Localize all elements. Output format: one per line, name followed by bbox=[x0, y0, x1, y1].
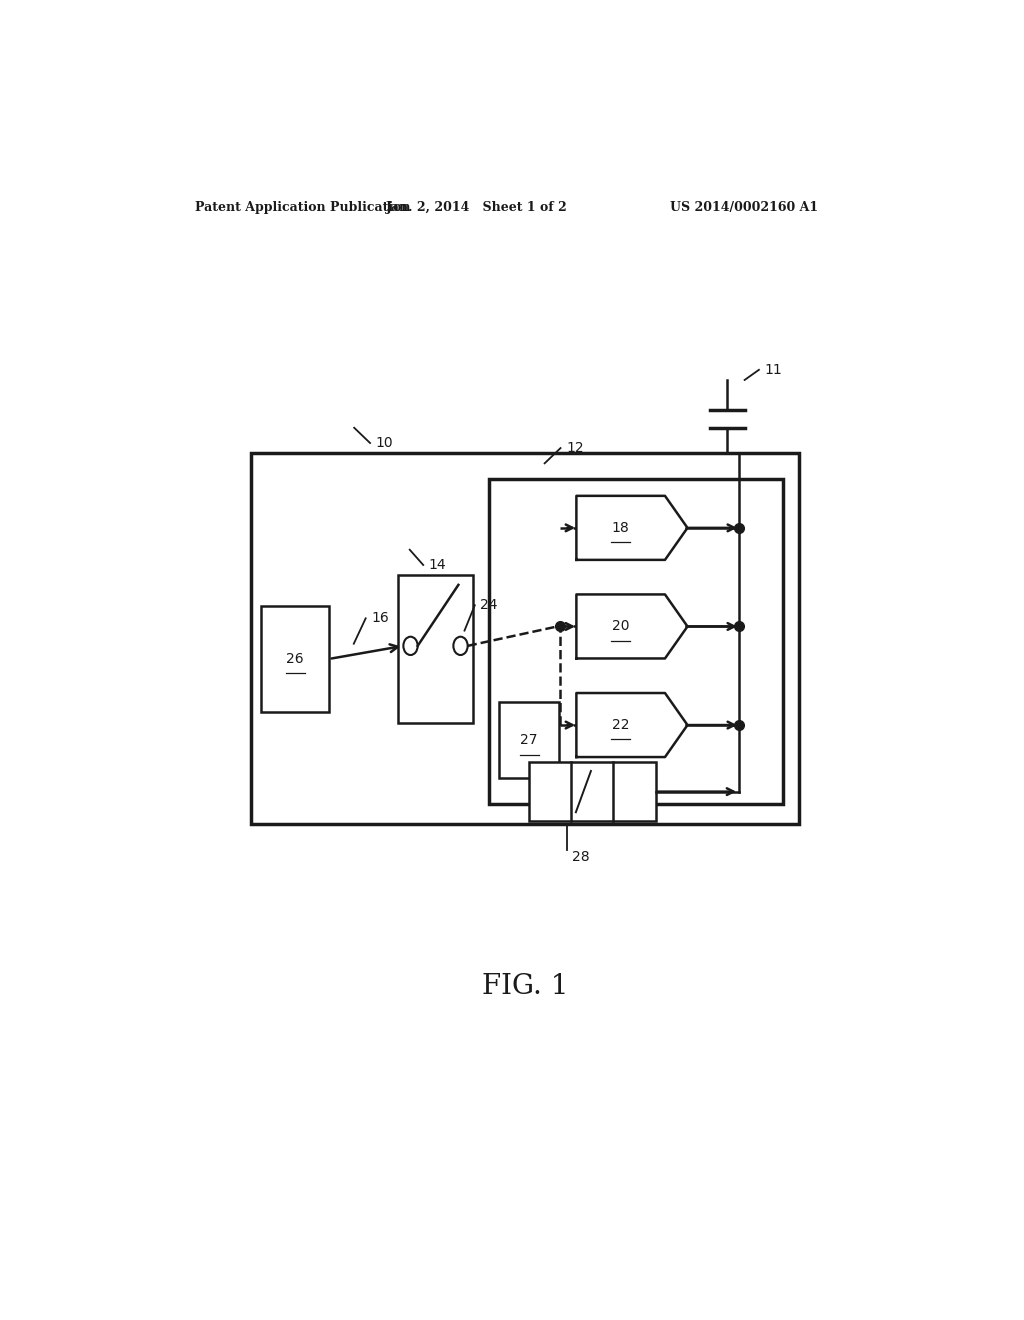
Bar bbox=[489, 479, 782, 804]
Text: 10: 10 bbox=[376, 436, 393, 450]
Text: 22: 22 bbox=[612, 718, 630, 733]
Text: 18: 18 bbox=[611, 521, 630, 535]
Text: 14: 14 bbox=[429, 558, 446, 572]
Text: 24: 24 bbox=[480, 598, 498, 612]
Text: 12: 12 bbox=[566, 441, 584, 455]
Text: 20: 20 bbox=[612, 619, 630, 634]
Text: FIG. 1: FIG. 1 bbox=[481, 973, 568, 1001]
Text: 28: 28 bbox=[572, 850, 590, 863]
Text: 16: 16 bbox=[372, 611, 389, 626]
Bar bbox=[500, 702, 559, 779]
Bar bbox=[261, 606, 329, 713]
Text: US 2014/0002160 A1: US 2014/0002160 A1 bbox=[671, 201, 818, 214]
Bar bbox=[528, 762, 655, 821]
Text: 26: 26 bbox=[287, 652, 304, 667]
Bar bbox=[251, 453, 799, 824]
Text: 27: 27 bbox=[520, 734, 538, 747]
Text: 11: 11 bbox=[765, 363, 782, 376]
Bar bbox=[397, 576, 473, 722]
Text: Patent Application Publication: Patent Application Publication bbox=[196, 201, 411, 214]
Text: Jan. 2, 2014   Sheet 1 of 2: Jan. 2, 2014 Sheet 1 of 2 bbox=[386, 201, 568, 214]
